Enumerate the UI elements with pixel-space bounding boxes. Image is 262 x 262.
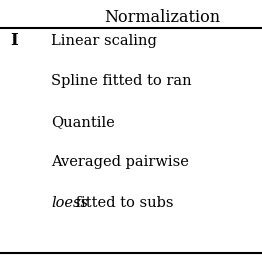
Text: I: I: [10, 32, 18, 49]
Text: Linear scaling: Linear scaling: [51, 34, 157, 48]
Text: loess: loess: [51, 196, 88, 210]
Text: Spline fitted to ran: Spline fitted to ran: [51, 74, 192, 88]
Text: Quantile: Quantile: [51, 115, 115, 129]
Text: Normalization: Normalization: [104, 9, 221, 25]
Text: Averaged pairwise: Averaged pairwise: [51, 155, 189, 170]
Text: fitted to subs: fitted to subs: [71, 196, 173, 210]
